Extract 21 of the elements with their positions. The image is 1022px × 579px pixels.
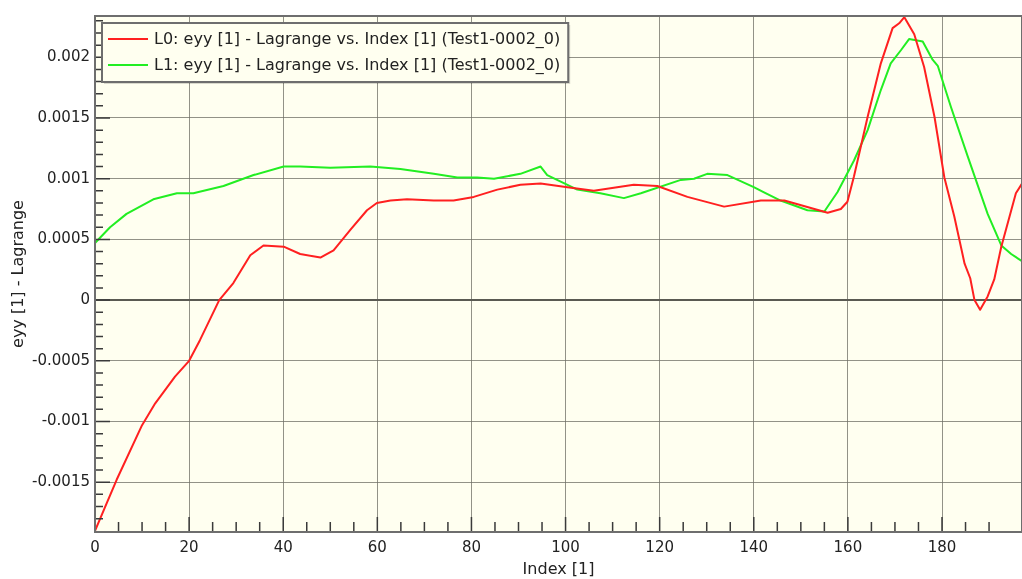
y-tick-label: -0.001	[41, 411, 90, 430]
legend-label: L1: eyy [1] - Lagrange vs. Index [1] (Test1-0002_0)	[154, 55, 561, 76]
legend-label: L0: eyy [1] - Lagrange vs. Index [1] (Test1-0002_0)	[154, 29, 561, 50]
x-axis-title: Index [1]	[522, 558, 595, 578]
x-tick-label: 160	[833, 537, 863, 556]
x-tick-label: 80	[461, 537, 481, 556]
x-tick-label: 120	[645, 537, 674, 556]
y-tick-label: -0.0015	[32, 472, 90, 491]
x-tick-label: 140	[739, 537, 769, 556]
x-tick-label: 100	[551, 537, 580, 556]
x-tick-label: 60	[367, 537, 387, 556]
y-tick-label: 0.0005	[37, 229, 90, 248]
y-tick-label: 0.0015	[37, 107, 90, 126]
x-tick-label: 20	[179, 537, 199, 556]
x-tick-label: 40	[273, 537, 293, 556]
y-tick-label: 0.001	[47, 168, 90, 187]
x-tick-label: 180	[927, 537, 957, 556]
y-tick-label: 0.002	[47, 47, 90, 66]
y-tick-label: 0	[80, 289, 90, 308]
y-axis-title: eyy [1] - Lagrange	[7, 200, 27, 348]
y-tick-label: -0.0005	[32, 350, 90, 369]
